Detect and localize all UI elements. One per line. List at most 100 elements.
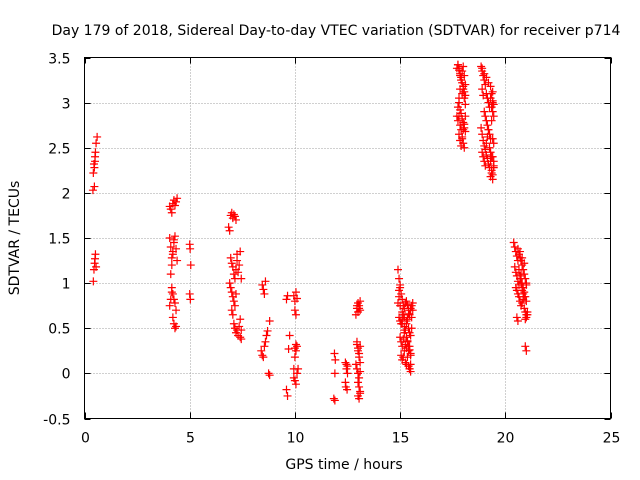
data-point [166, 295, 175, 304]
data-point [227, 259, 236, 268]
data-point [400, 346, 409, 355]
data-point [168, 289, 177, 298]
data-point [482, 150, 491, 159]
data-point [294, 364, 303, 373]
data-point [265, 317, 274, 326]
data-point [261, 277, 270, 286]
tick-labels: 0 5 10 15 20 25 -0.5 0 0.5 1 1.5 2 2.5 3 3.5 [43, 52, 620, 447]
data-point [229, 297, 238, 306]
data-point [172, 306, 181, 315]
data-point [92, 262, 101, 271]
data-point [457, 141, 466, 150]
data-point [331, 355, 340, 364]
data-point [489, 112, 498, 121]
data-point [173, 256, 182, 265]
data-point [405, 345, 414, 354]
data-point [354, 378, 363, 387]
data-point [453, 60, 462, 69]
data-point [186, 261, 195, 270]
data-point [478, 64, 487, 73]
data-point [263, 326, 272, 335]
y-tick-label: 0.5 [48, 322, 70, 338]
data-point [169, 235, 178, 244]
data-point [516, 271, 525, 280]
data-point [93, 132, 102, 141]
data-point [478, 148, 487, 157]
data-point [330, 396, 339, 405]
data-point [478, 130, 487, 139]
data-point [518, 286, 527, 295]
data-point [407, 313, 416, 322]
data-point [520, 292, 529, 301]
y-tick-label: 1.5 [48, 232, 70, 248]
data-point [456, 105, 465, 114]
x-tick-label: 5 [186, 431, 195, 447]
data-point [487, 116, 496, 125]
data-point [355, 304, 364, 313]
x-tick-label: 0 [81, 431, 90, 447]
data-point [407, 324, 416, 333]
data-point [404, 362, 413, 371]
y-tick-label: -0.5 [43, 413, 70, 429]
data-point [482, 73, 491, 82]
data-point [167, 253, 176, 262]
data-point [259, 353, 268, 362]
data-point [521, 342, 530, 351]
data-point [355, 353, 364, 362]
data-point [167, 288, 176, 297]
data-point [400, 326, 409, 335]
data-point [458, 89, 467, 98]
data-point [173, 194, 182, 203]
y-tick-label: 3 [62, 97, 71, 113]
data-point [459, 62, 468, 71]
data-point [512, 313, 521, 322]
data-point [408, 298, 417, 307]
data-point [457, 76, 466, 85]
data-point [486, 82, 495, 91]
x-tick-label: 25 [603, 431, 621, 447]
data-point [237, 274, 246, 283]
data-point [282, 295, 291, 304]
data-point [488, 175, 497, 184]
data-point [261, 337, 270, 346]
data-point [456, 71, 465, 80]
data-point [488, 98, 497, 107]
data-point [258, 351, 267, 360]
data-point [290, 344, 299, 353]
data-point [343, 369, 352, 378]
x-tick-label: 20 [497, 431, 515, 447]
data-point [92, 139, 101, 148]
data-point [229, 270, 238, 279]
data-point [489, 139, 498, 148]
data-point [291, 310, 300, 319]
data-point [482, 139, 491, 148]
data-point [285, 331, 294, 340]
data-point [356, 389, 365, 398]
data-point [91, 152, 100, 161]
data-point [236, 333, 245, 342]
data-point [522, 346, 531, 355]
data-point [170, 232, 179, 241]
data-point [226, 283, 235, 292]
data-point [185, 289, 194, 298]
data-point [456, 121, 465, 130]
data-point [228, 310, 237, 319]
data-point [260, 289, 269, 298]
data-point [166, 205, 175, 214]
data-point [522, 280, 531, 289]
data-point [236, 315, 245, 324]
data-point [453, 116, 462, 125]
data-point [485, 143, 494, 152]
data-point [259, 285, 268, 294]
data-point [520, 259, 529, 268]
y-tick-label: 2.5 [48, 142, 70, 158]
data-point [172, 322, 181, 331]
data-points [88, 60, 532, 405]
data-point [404, 342, 413, 351]
data-point [329, 394, 338, 403]
data-point [480, 107, 489, 116]
data-point [229, 210, 238, 219]
data-point [513, 317, 522, 326]
